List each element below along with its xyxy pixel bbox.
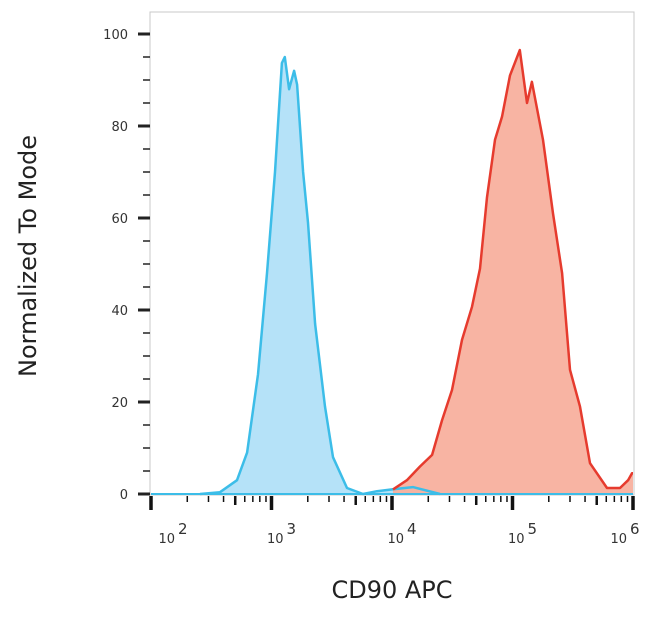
x-tick-base: 10 [610, 532, 627, 547]
x-tick-exponent: 5 [528, 520, 538, 538]
y-axis-title: Normalized To Mode [14, 135, 42, 377]
y-tick-label: 0 [120, 488, 128, 503]
series-0-fill [200, 57, 440, 494]
x-tick-label: 102 [158, 520, 187, 547]
x-tick-base: 10 [158, 532, 175, 547]
x-tick-base: 10 [387, 532, 404, 547]
y-tick-label: 60 [111, 212, 128, 227]
y-tick-label: 80 [111, 120, 128, 135]
x-tick-label: 106 [610, 520, 639, 547]
x-tick-exponent: 4 [407, 520, 417, 538]
y-tick-label: 20 [111, 396, 128, 411]
x-tick-label: 105 [508, 520, 537, 547]
x-tick-base: 10 [508, 532, 525, 547]
x-tick-label: 104 [387, 520, 416, 547]
y-tick-label: 40 [111, 304, 128, 319]
x-tick-label: 103 [267, 520, 296, 547]
series-1-line [392, 48, 634, 491]
series-layer [151, 48, 634, 496]
x-tick-base: 10 [267, 532, 284, 547]
x-tick-exponent: 2 [178, 520, 188, 538]
x-axis-title: CD90 APC [331, 576, 452, 604]
x-tick-exponent: 6 [630, 520, 640, 538]
y-tick-label: 100 [103, 28, 128, 43]
x-tick-exponent: 3 [287, 520, 297, 538]
